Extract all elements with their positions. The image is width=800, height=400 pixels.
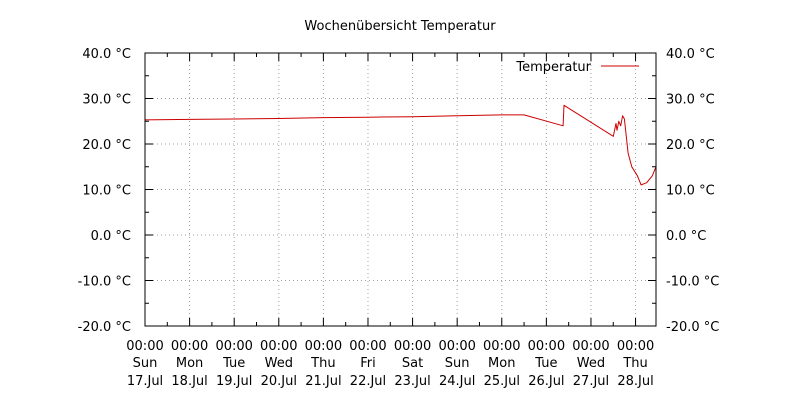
y-tick-label-right: 40.0 °C (666, 47, 715, 62)
x-tick-time: 00:00 (528, 339, 565, 354)
plot-border (144, 52, 657, 327)
y-tick-label-right: 0.0 °C (666, 229, 706, 244)
x-tick-day: Sun (133, 356, 158, 371)
x-tick-time: 00:00 (438, 339, 475, 354)
x-tick-day: Wed (265, 356, 293, 371)
legend: Temperatur (515, 60, 639, 75)
x-tick-date: 28.Jul (617, 374, 653, 389)
x-tick-date: 23.Jul (394, 374, 430, 389)
x-tick-date: 21.Jul (305, 374, 341, 389)
x-tick-day: Sat (402, 356, 423, 371)
x-tick-date: 25.Jul (484, 374, 520, 389)
x-tick-time: 00:00 (394, 339, 431, 354)
x-tick-day: Tue (534, 356, 557, 371)
x-tick-time: 00:00 (171, 339, 208, 354)
x-tick-date: 26.Jul (528, 374, 564, 389)
x-tick-date: 27.Jul (573, 374, 609, 389)
x-tick-day: Thu (622, 356, 647, 371)
x-tick-time: 00:00 (572, 339, 609, 354)
x-tick-time: 00:00 (215, 339, 252, 354)
y-tick-label-left: 30.0 °C (82, 93, 131, 108)
y-tick-label-left: 40.0 °C (82, 47, 131, 62)
x-tick-date: 22.Jul (350, 374, 386, 389)
y-tick-label-left: 0.0 °C (91, 229, 131, 244)
series (144, 104, 657, 186)
y-tick-label-right: -20.0 °C (666, 320, 719, 335)
x-tick-date: 19.Jul (216, 374, 252, 389)
x-tick-day: Sun (445, 356, 470, 371)
x-tick-day: Wed (577, 356, 605, 371)
y-tick-label-right: 30.0 °C (666, 93, 715, 108)
x-tick-date: 20.Jul (261, 374, 297, 389)
x-tick-time: 00:00 (617, 339, 654, 354)
legend-label: Temperatur (515, 60, 591, 75)
x-tick-day: Mon (176, 356, 203, 371)
x-tick-date: 18.Jul (171, 374, 207, 389)
x-tick-time: 00:00 (260, 339, 297, 354)
y-tick-label-right: -10.0 °C (666, 275, 719, 290)
y-tick-label-left: -20.0 °C (78, 320, 131, 335)
y-tick-label-right: 20.0 °C (666, 138, 715, 153)
grid (145, 53, 656, 326)
y-tick-label-left: 20.0 °C (82, 138, 131, 153)
y-tick-label-left: -10.0 °C (78, 275, 131, 290)
x-tick-date: 24.Jul (439, 374, 475, 389)
x-tick-time: 00:00 (483, 339, 520, 354)
axis-labels: -20.0 °C -20.0 °C -10.0 °C -10.0 °C 0.0 °C 0.… (78, 47, 720, 389)
x-tick-day: Thu (310, 356, 335, 371)
x-tick-time: 00:00 (126, 339, 163, 354)
y-tick-label-left: 10.0 °C (82, 184, 131, 199)
x-tick-day: Mon (488, 356, 515, 371)
x-tick-time: 00:00 (349, 339, 386, 354)
x-tick-day: Fri (360, 356, 376, 371)
x-tick-date: 17.Jul (127, 374, 163, 389)
series-line-temperatur (144, 104, 657, 186)
chart-title: Wochenübersicht Temperatur (304, 19, 496, 34)
x-tick-day: Tue (222, 356, 245, 371)
x-tick-time: 00:00 (305, 339, 342, 354)
y-tick-label-right: 10.0 °C (666, 184, 715, 199)
